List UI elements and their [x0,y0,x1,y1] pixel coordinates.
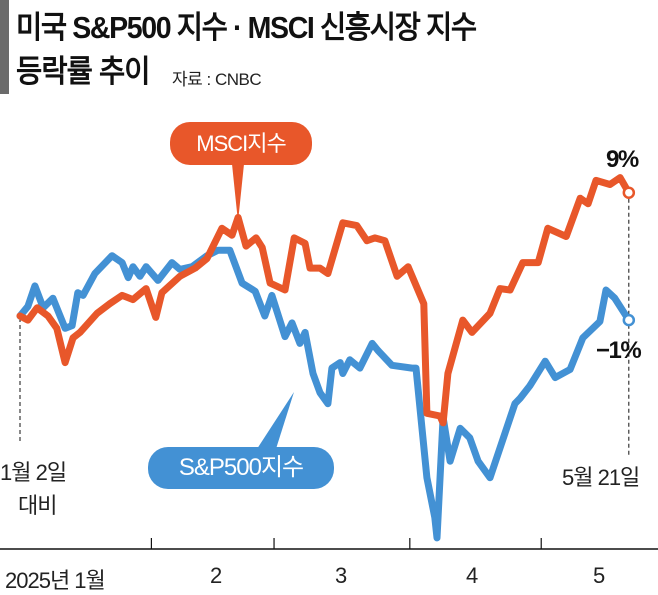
msci-end-marker [622,186,636,199]
title-accent-bar [0,0,9,94]
sp500-end-marker [622,313,636,327]
start-date-label: 1월 2일 [0,460,67,485]
sp500-line [16,246,633,542]
end-date-label: 5월 21일 [562,465,640,490]
x-tick-label: 2 [210,563,222,588]
x-tick-label: 2025년 1월 [5,568,106,593]
x-tick-label: 5 [593,563,605,588]
msci-callout-pointer [232,164,244,222]
msci-callout: MSCI지수 [170,122,312,165]
chart-title-line2: 등락률 추이 [16,54,151,89]
x-tick-label: 4 [466,563,478,588]
sp500-callout: S&P500지수 [148,447,334,489]
chart-title-line1: 미국 S&P500 지수 · MSCI 신흥시장 지수 [16,10,477,45]
x-tick-label: 3 [335,563,347,588]
sp500-end-value: −1% [596,337,642,364]
source-label: 자료 : CNBC [172,70,262,89]
start-date-sublabel: 대비 [18,493,57,518]
msci-line [16,174,633,427]
sp500-callout-pointer [255,392,294,452]
msci-end-value: 9% [606,146,639,173]
